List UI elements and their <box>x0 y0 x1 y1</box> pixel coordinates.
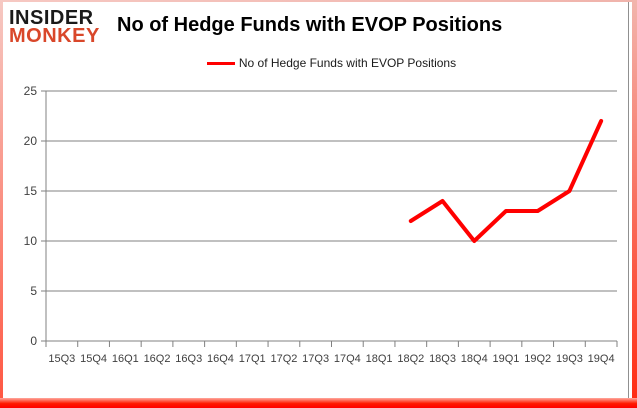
x-tick-label: 19Q4 <box>588 353 615 365</box>
x-tick-label: 19Q1 <box>493 353 520 365</box>
y-tick-label: 20 <box>24 134 38 148</box>
logo-line-insider: INSIDER <box>9 7 94 29</box>
x-tick-label: 17Q4 <box>334 353 361 365</box>
frame-border-top <box>0 0 637 2</box>
legend-line-swatch <box>206 61 235 65</box>
x-tick-label: 18Q1 <box>366 353 393 365</box>
chart-title: No of Hedge Funds with EVOP Positions <box>117 14 503 36</box>
x-tick-label: 18Q3 <box>429 353 456 365</box>
x-tick-label: 16Q2 <box>144 353 171 365</box>
x-tick-label: 16Q4 <box>207 353 234 365</box>
insider-monkey-logo: INSIDER MONKEY <box>9 7 119 47</box>
x-tick-label: 17Q1 <box>239 353 266 365</box>
frame-border-left <box>0 0 3 408</box>
y-tick-label: 15 <box>24 184 38 198</box>
x-tick-label: 18Q2 <box>397 353 424 365</box>
x-tick-label: 19Q3 <box>556 353 583 365</box>
y-tick-label: 0 <box>30 334 37 348</box>
x-tick-label: 15Q3 <box>48 353 75 365</box>
y-tick-label: 25 <box>24 84 38 98</box>
frame-border-right <box>632 0 637 408</box>
legend-label: No of Hedge Funds with EVOP Positions <box>238 56 457 70</box>
x-tick-label: 16Q1 <box>112 353 139 365</box>
y-tick-label: 5 <box>30 284 37 298</box>
x-tick-label: 17Q2 <box>270 353 297 365</box>
frame-border-bottom <box>0 398 637 408</box>
x-tick-label: 16Q3 <box>175 353 202 365</box>
x-tick-label: 19Q2 <box>524 353 551 365</box>
chart-object-border <box>628 0 629 398</box>
logo-line-monkey: MONKEY <box>9 24 100 47</box>
x-tick-label: 15Q4 <box>80 353 107 365</box>
series-line <box>408 119 604 243</box>
chart-legend: No of Hedge Funds with EVOP Positions <box>46 56 617 70</box>
x-tick-label: 18Q4 <box>461 353 488 365</box>
y-tick-label: 10 <box>24 234 38 248</box>
x-tick-label: 17Q3 <box>302 353 329 365</box>
